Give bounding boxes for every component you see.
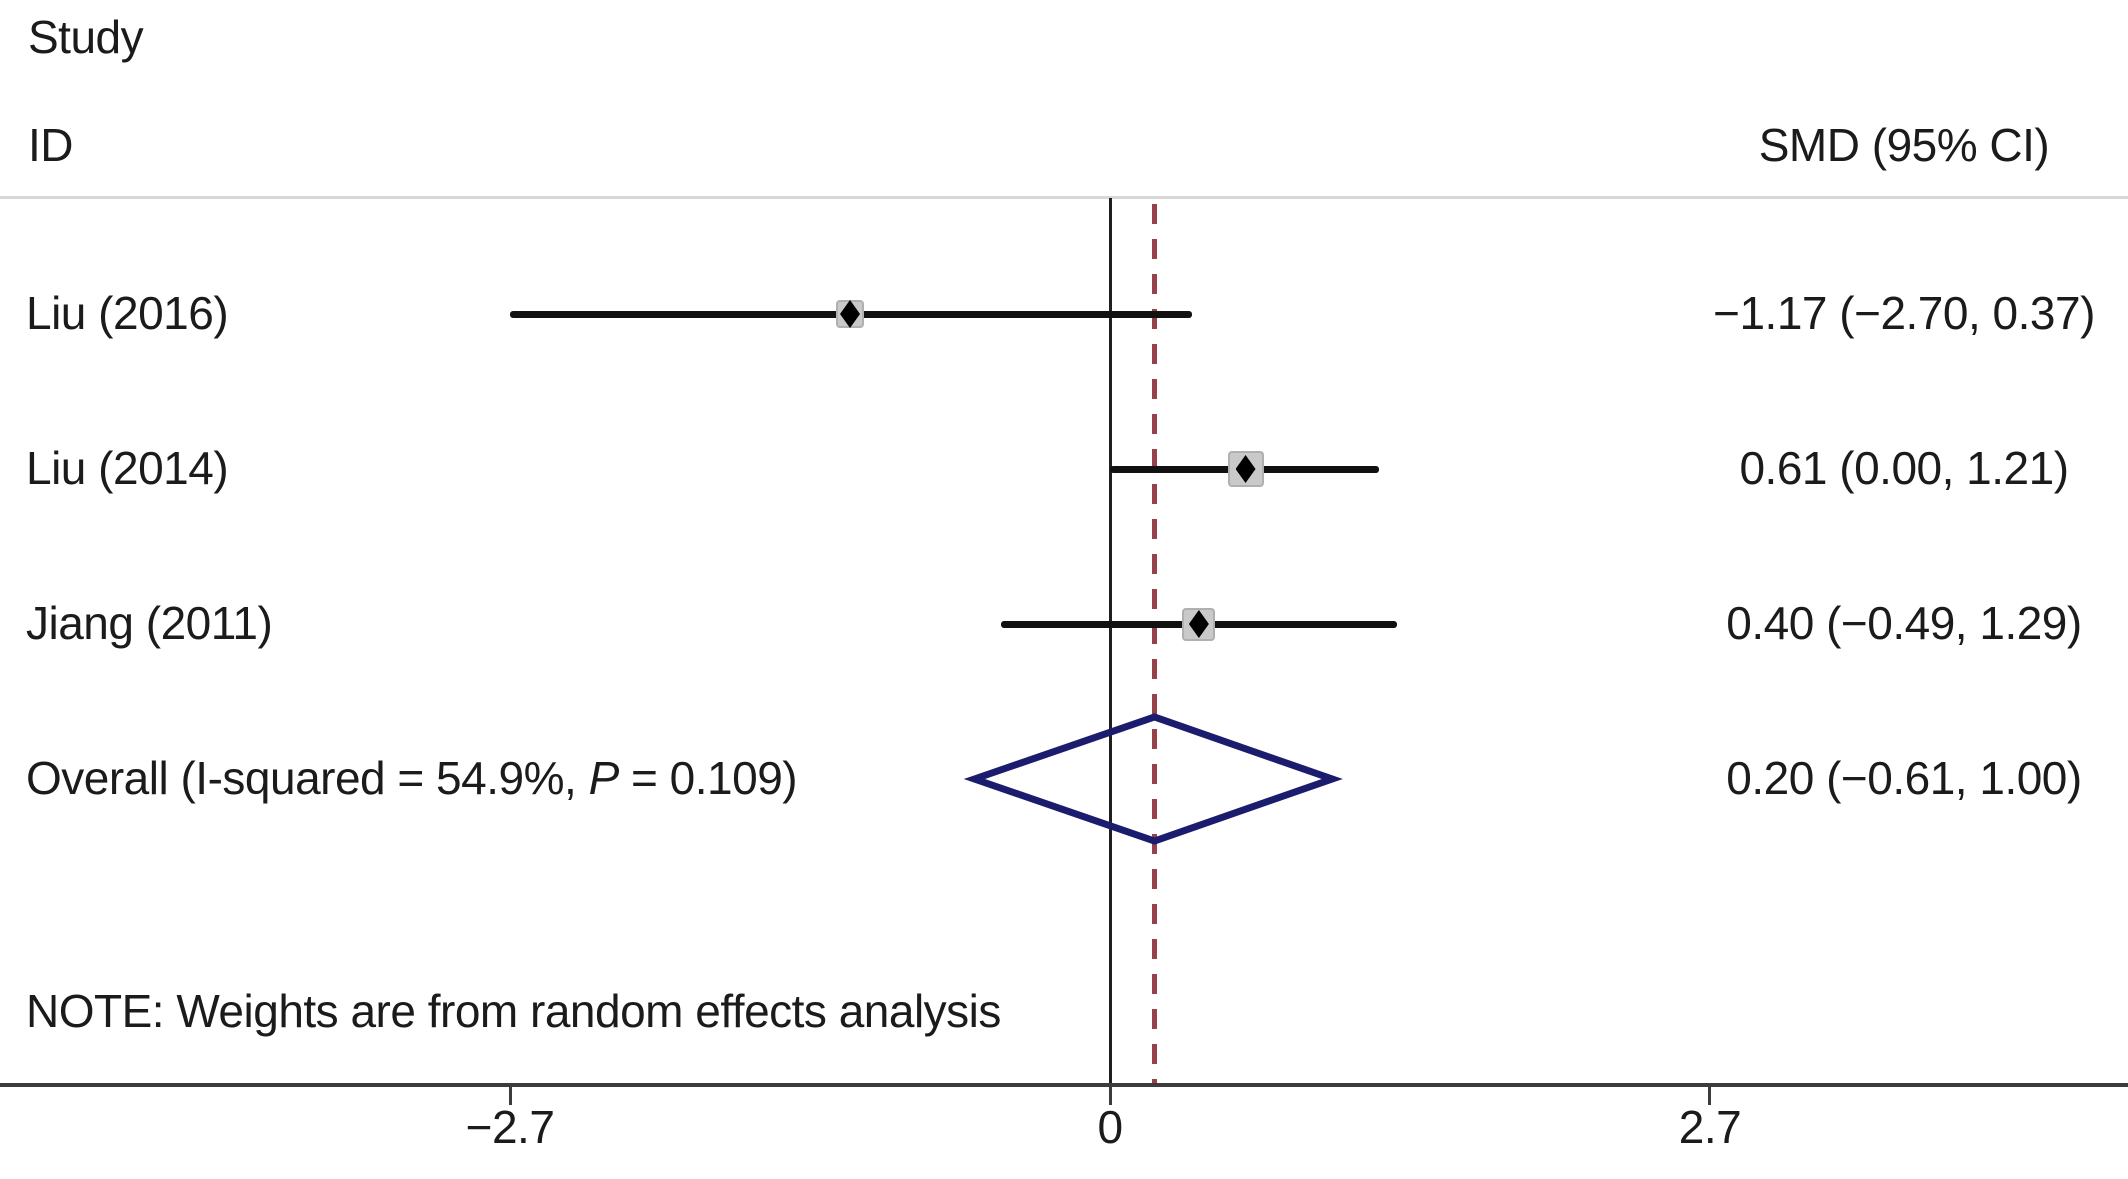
- weights-note: NOTE: Weights are from random effects an…: [26, 984, 1001, 1037]
- column-header-study: Study: [28, 11, 144, 63]
- x-axis-line: [0, 1083, 2128, 1087]
- point-estimate-marker: [1235, 455, 1256, 483]
- overall-estimate-dashed-line: [1151, 204, 1157, 1085]
- effect-value: −1.17 (−2.70, 0.37): [1713, 286, 2095, 339]
- overall-label-prefix: Overall (I-squared = 54.9%,: [26, 751, 589, 804]
- study-id-label: Jiang (2011): [26, 596, 273, 649]
- x-axis-tick: [1108, 1087, 1112, 1105]
- point-estimate-marker: [1188, 610, 1209, 638]
- effect-value: 0.61 (0.00, 1.21): [1739, 441, 2069, 494]
- overall-label-suffix: = 0.109): [618, 751, 798, 804]
- x-axis-tick-label: 2.7: [1678, 1101, 1742, 1153]
- column-header-id: ID: [28, 119, 74, 171]
- study-id-label: Liu (2016): [26, 286, 229, 339]
- x-axis-tick: [1708, 1087, 1712, 1105]
- effect-value: 0.40 (−0.49, 1.29): [1726, 596, 2082, 649]
- column-header-smd-ci: SMD (95% CI): [1758, 119, 2050, 171]
- overall-label-p: P: [588, 751, 620, 804]
- x-axis-tick: [508, 1087, 512, 1105]
- overall-effect-value: 0.20 (−0.61, 1.00): [1726, 751, 2082, 804]
- header-divider-line: [0, 196, 2128, 199]
- x-axis-tick-label: −2.7: [465, 1101, 555, 1153]
- x-axis-tick-label: 0: [1097, 1101, 1123, 1153]
- null-effect-line: [1108, 198, 1112, 1085]
- study-id-label: Liu (2014): [26, 441, 229, 494]
- overall-label: Overall (I-squared = 54.9%, P = 0.109): [26, 751, 798, 805]
- point-estimate-marker: [840, 300, 860, 328]
